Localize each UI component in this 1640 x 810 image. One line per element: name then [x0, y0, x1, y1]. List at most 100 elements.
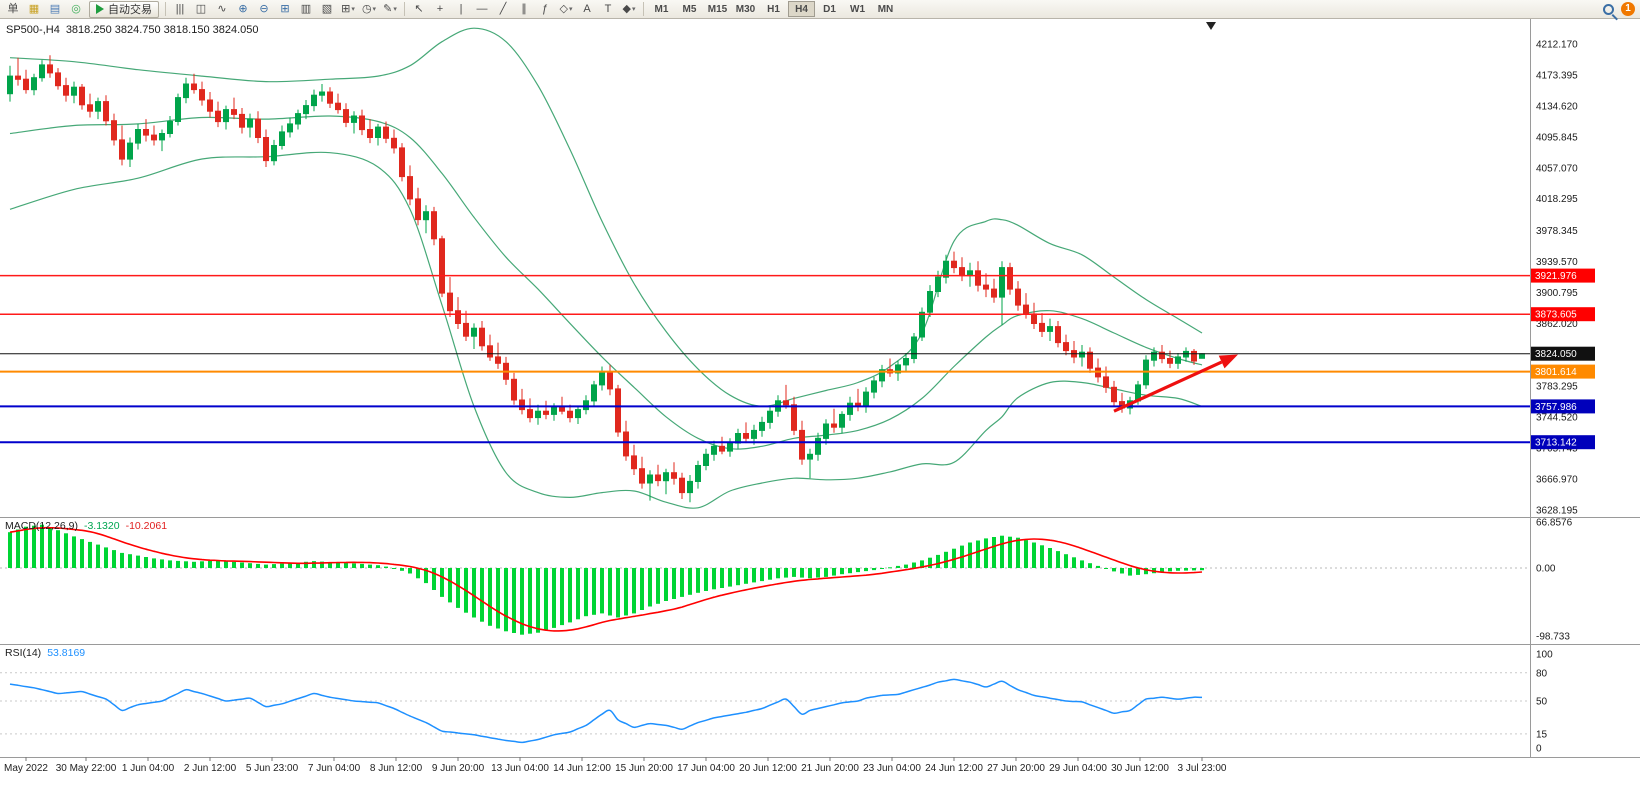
text-icon[interactable]: A — [583, 2, 591, 15]
line-chart-icon[interactable]: ∿ — [217, 2, 227, 15]
new-order-button[interactable]: 单 — [7, 2, 19, 15]
candle — [1039, 322, 1045, 332]
autotrading-button[interactable]: 自动交易 — [89, 0, 159, 18]
play-icon — [96, 4, 104, 14]
zoom-out-icon[interactable]: ⊖ — [259, 2, 269, 15]
timeframe-button-mn[interactable]: MN — [877, 3, 894, 15]
rsi-axis-label: 100 — [1536, 650, 1553, 661]
templates-icon[interactable]: ✎ ▾ — [383, 2, 397, 15]
candle — [591, 384, 597, 402]
time-axis-label: 17 Jun 04:00 — [677, 763, 735, 774]
rsi-line — [9, 678, 1203, 744]
price-badge-label: 3757.986 — [1535, 402, 1577, 413]
bar-chart-icon[interactable]: ||| — [175, 2, 185, 15]
periods-clock-icon[interactable]: ◷ ▾ — [361, 2, 377, 15]
rsi-label: RSI(14) — [5, 647, 42, 659]
time-axis-label: 1 Jun 04:00 — [122, 763, 175, 774]
candle — [175, 97, 181, 122]
candle — [815, 437, 821, 455]
candle — [991, 288, 997, 298]
toolbar-separator — [165, 2, 166, 16]
scroll-end-marker[interactable] — [1206, 22, 1216, 30]
chevron-down-icon: ▾ — [631, 5, 636, 13]
candle — [407, 176, 413, 200]
timeframe-button-d1[interactable]: D1 — [823, 3, 836, 15]
timeframe-button-w1[interactable]: W1 — [850, 3, 865, 15]
price-badge — [1531, 268, 1595, 283]
market-watch-icon[interactable]: ▤ — [49, 2, 61, 15]
magnifier-glass-icon — [1602, 3, 1614, 15]
candle — [1111, 386, 1117, 403]
horizontal-line-icon[interactable]: — — [476, 2, 488, 15]
notification-badge[interactable]: 1 — [1621, 2, 1635, 16]
search-icon[interactable] — [1598, 1, 1618, 18]
shapes-icon[interactable]: ◇ ▾ — [559, 2, 573, 15]
time-axis-label: 24 Jun 12:00 — [925, 763, 983, 774]
rsi-axis-label: 0 — [1536, 744, 1542, 755]
candle — [719, 445, 725, 452]
candle — [615, 388, 621, 433]
chart-window-icon[interactable]: ▦ — [28, 2, 40, 15]
candlestick-chart-icon[interactable]: ◫ — [195, 2, 207, 15]
trendline-icon[interactable]: ╱ — [499, 2, 507, 15]
candle — [135, 129, 141, 144]
candles — [7, 55, 1205, 503]
price-badge-label: 3713.142 — [1535, 438, 1577, 449]
candle — [1023, 304, 1029, 315]
cascade-windows-icon[interactable]: ▧ — [321, 2, 333, 15]
trend-arrow-head[interactable] — [1218, 354, 1238, 369]
text-label-icon[interactable]: T — [604, 2, 612, 15]
candle — [607, 372, 613, 390]
candle — [119, 139, 125, 160]
candle — [959, 267, 965, 277]
candle — [23, 78, 29, 91]
toolbar-separator — [404, 2, 405, 16]
candle — [447, 292, 453, 312]
macd-axis-label: 66.8576 — [1536, 518, 1573, 529]
candle — [935, 276, 941, 293]
time-axis-label: 7 Jun 04:00 — [308, 763, 361, 774]
fibonacci-icon[interactable]: ƒ — [541, 2, 549, 15]
candle — [223, 109, 229, 123]
time-axis-label: 20 Jun 12:00 — [739, 763, 797, 774]
crosshair-icon[interactable]: + — [436, 2, 444, 15]
candle — [351, 115, 357, 123]
vertical-line-icon[interactable]: | — [459, 2, 463, 15]
arrange-windows-icon[interactable]: ▥ — [300, 2, 312, 15]
candle — [567, 410, 573, 419]
price-badge — [1531, 364, 1595, 379]
candle — [695, 465, 701, 482]
candle — [1103, 376, 1109, 388]
candle — [111, 120, 117, 141]
refresh-icon[interactable]: ◎ — [71, 2, 81, 15]
new-chart-icon[interactable]: ⊞ ▾ — [341, 2, 355, 15]
candle — [791, 404, 797, 431]
time-axis-label: 9 Jun 20:00 — [432, 763, 485, 774]
candle — [511, 378, 517, 401]
timeframe-button-h1[interactable]: H1 — [767, 3, 780, 15]
timeframe-button-m1[interactable]: M1 — [654, 3, 669, 15]
equidistant-channel-icon[interactable]: ∥ — [521, 2, 527, 15]
arrows-icon[interactable]: ◆ ▾ — [622, 2, 636, 15]
timeframe-button-m5[interactable]: M5 — [682, 3, 697, 15]
price-badge — [1531, 307, 1595, 322]
trend-arrow-line[interactable] — [1113, 360, 1223, 413]
bb-middle-band — [9, 115, 1203, 450]
tile-windows-icon[interactable]: ⊞ — [280, 2, 290, 15]
candle — [687, 480, 693, 494]
timeframe-button-m15[interactable]: M15 — [707, 3, 728, 15]
price-axis-label: 4095.845 — [1536, 132, 1578, 143]
timeframe-button-m30[interactable]: M30 — [735, 3, 756, 15]
candle — [431, 211, 437, 240]
time-axis-label: May 2022 — [4, 763, 48, 774]
cursor-icon[interactable]: ↖ — [414, 2, 424, 15]
timeframe-button-h4[interactable]: H4 — [788, 1, 815, 17]
chart-title: SP500-,H4 — [6, 24, 60, 36]
candle — [623, 431, 629, 457]
time-axis-label: 14 Jun 12:00 — [553, 763, 611, 774]
candle — [55, 72, 61, 87]
candle — [927, 291, 933, 313]
zoom-in-icon[interactable]: ⊕ — [238, 2, 248, 15]
